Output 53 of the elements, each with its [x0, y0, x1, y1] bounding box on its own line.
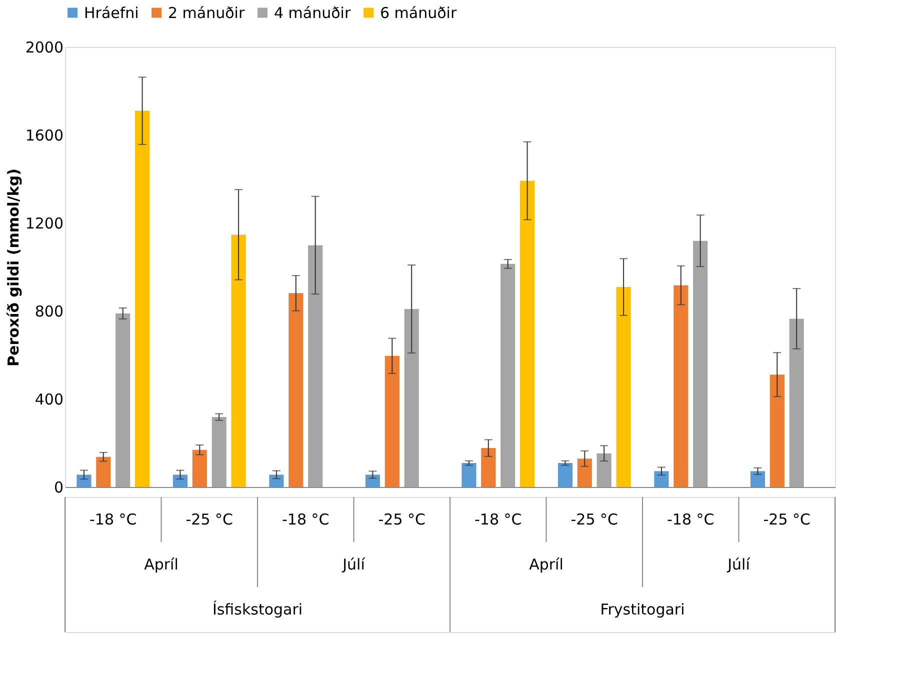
y-tick-label: 400: [34, 390, 64, 408]
text: Apríl: [144, 556, 178, 574]
x-tick-label: -25 °C: [570, 510, 618, 528]
bar: [520, 180, 535, 487]
legend-label: 2 mánuðir: [168, 4, 246, 22]
y-tick-label: 2000: [25, 38, 64, 56]
bar: [212, 417, 226, 487]
x-tick-label: -18 °C: [90, 510, 137, 528]
bar: [654, 471, 669, 487]
bar: [269, 474, 284, 487]
bar: [76, 474, 92, 487]
bar: [192, 450, 207, 487]
x-tick-label: -18 °C: [282, 510, 330, 528]
bar: [135, 110, 150, 487]
bar: [693, 240, 708, 487]
y-tick-label: 800: [34, 302, 64, 320]
bar: [558, 463, 572, 487]
bar: [674, 285, 688, 487]
bar: [384, 356, 400, 487]
y-axis-title: Peroxíð gildi (mmol/kg): [4, 168, 22, 366]
bar: [616, 287, 631, 487]
legend-label: 6 mánuðir: [380, 4, 458, 22]
bar: [172, 474, 188, 487]
bar: [789, 318, 804, 487]
text: Júlí: [726, 556, 751, 574]
bar: [365, 474, 380, 487]
bar: [231, 234, 246, 487]
y-tick-label: 0: [54, 478, 64, 496]
bar: [116, 313, 130, 487]
text: Apríl: [529, 556, 564, 574]
bar: [500, 264, 516, 487]
bar: [750, 471, 765, 487]
bar: [462, 463, 476, 487]
x-tick-label: -18 °C: [667, 510, 714, 528]
legend-label: Hráefni: [84, 4, 139, 22]
text: Ísfiskstogari: [212, 600, 303, 618]
bar: [96, 456, 111, 487]
x-tick-label: -25 °C: [186, 510, 233, 528]
bar: [288, 293, 304, 487]
text: Júlí: [342, 556, 366, 574]
bar: [596, 453, 612, 487]
y-tick-label: 1600: [25, 126, 64, 144]
x-tick-label: -18 °C: [474, 510, 522, 528]
bar: [577, 458, 592, 487]
x-tick-label: -25 °C: [763, 510, 810, 528]
x-tick-label: -25 °C: [378, 510, 426, 528]
bar: [308, 245, 323, 487]
y-tick-label: 1200: [25, 214, 64, 232]
text: Frystitogari: [600, 600, 685, 618]
bar: [481, 448, 496, 487]
bar: [770, 374, 784, 487]
bar: [404, 309, 419, 487]
legend-label: 4 mánuðir: [274, 4, 352, 22]
